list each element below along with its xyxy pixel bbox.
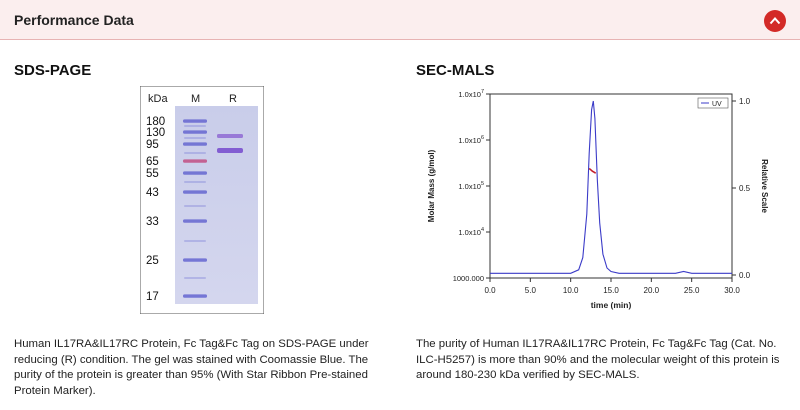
y2-tick-label: 0.5 bbox=[739, 184, 751, 193]
x-tick-label: 10.0 bbox=[563, 286, 579, 295]
marker-band bbox=[183, 142, 207, 146]
marker-band bbox=[183, 171, 207, 175]
marker-band bbox=[183, 219, 207, 223]
gel-header-reduced: R bbox=[229, 93, 237, 105]
marker-label: 25 bbox=[146, 255, 159, 267]
marker-label: 33 bbox=[146, 216, 159, 228]
plot-frame bbox=[489, 93, 733, 279]
sample-band-upper bbox=[217, 134, 243, 138]
sds-page-caption: Human IL17RA&IL17RC Protein, Fc Tag&Fc T… bbox=[14, 338, 369, 397]
x-tick-label: 25.0 bbox=[684, 286, 700, 295]
marker-band bbox=[183, 159, 207, 163]
marker-label: 180 bbox=[146, 116, 165, 128]
uv-trace bbox=[490, 100, 732, 274]
molar-mass-trace bbox=[588, 167, 597, 174]
panel-title: Performance Data bbox=[14, 12, 134, 28]
marker-label: 65 bbox=[146, 156, 159, 168]
x-tick-label: 20.0 bbox=[644, 286, 660, 295]
x-axis-label: time (min) bbox=[591, 300, 632, 310]
y-axis-label: Molar Mass (g/mol) bbox=[427, 149, 436, 222]
x-tick-label: 15.0 bbox=[603, 286, 619, 295]
y-tick-label: 1000.000 bbox=[453, 274, 484, 283]
chevron-up-icon bbox=[769, 17, 781, 25]
legend-box bbox=[697, 97, 729, 109]
y2-tick-label: 0.0 bbox=[739, 271, 751, 280]
sec-mals-title: SEC-MALS bbox=[416, 62, 495, 79]
x-tick-label: 0.0 bbox=[484, 286, 496, 295]
collapse-button[interactable] bbox=[764, 10, 786, 32]
y-tick-label: 1.0x107 bbox=[458, 89, 484, 99]
marker-band-faint bbox=[184, 277, 206, 279]
marker-band bbox=[183, 294, 207, 298]
y-tick-label: 1.0x105 bbox=[458, 181, 484, 191]
x-tick-label: 30.0 bbox=[724, 286, 740, 295]
marker-lane bbox=[183, 119, 207, 298]
panel-header[interactable]: Performance Data bbox=[0, 0, 800, 40]
marker-band bbox=[183, 130, 207, 134]
marker-band-faint bbox=[184, 240, 206, 242]
marker-band bbox=[183, 119, 207, 123]
gel-header-kda: kDa bbox=[148, 93, 168, 105]
sec-mals-caption: The purity of Human IL17RA&IL17RC Protei… bbox=[416, 338, 780, 381]
marker-band-faint bbox=[184, 152, 206, 154]
gel-lane-area bbox=[175, 106, 258, 304]
marker-band bbox=[183, 258, 207, 262]
legend-label-uv: UV bbox=[712, 101, 722, 108]
marker-band bbox=[183, 190, 207, 194]
x-tick-label: 5.0 bbox=[525, 286, 537, 295]
marker-label: 17 bbox=[146, 291, 159, 303]
gel-header-marker: M bbox=[191, 93, 200, 105]
y-tick-label: 1.0x104 bbox=[458, 227, 484, 237]
y2-tick-label: 1.0 bbox=[739, 97, 751, 106]
sample-band-lower bbox=[217, 148, 243, 153]
y2-axis-label: Relative Scale bbox=[760, 159, 769, 213]
y-tick-label: 1.0x106 bbox=[458, 135, 484, 145]
marker-band-faint bbox=[184, 205, 206, 207]
marker-band-faint bbox=[184, 181, 206, 183]
marker-band-faint bbox=[184, 125, 206, 127]
sec-mals-chart: 0.0 5.0 10.0 15.0 20.0 25.0 30.0 1000.000 1.0x10… bbox=[427, 89, 769, 310]
sds-page-title: SDS-PAGE bbox=[14, 62, 92, 79]
marker-label: 55 bbox=[146, 168, 159, 180]
marker-label: 95 bbox=[146, 139, 159, 151]
marker-label: 130 bbox=[146, 127, 165, 139]
marker-label: 43 bbox=[146, 187, 159, 199]
marker-band-faint bbox=[184, 137, 206, 139]
